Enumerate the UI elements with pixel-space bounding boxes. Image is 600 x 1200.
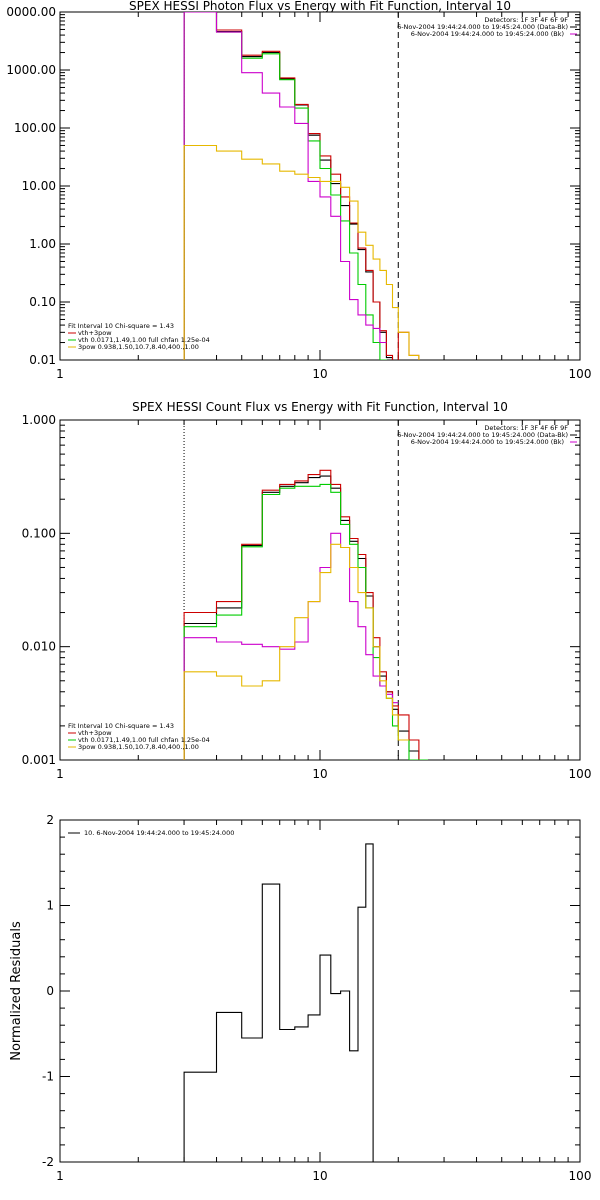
- x-tick-label: 100: [569, 1169, 592, 1183]
- x-tick-label: 10: [312, 367, 327, 381]
- y-tick-label: -1: [42, 1070, 54, 1084]
- series-line-3: [183, 483, 428, 760]
- legend-label: 3pow 0.938,1.50,10.7,8.40,400.,1.00: [78, 743, 199, 751]
- legend-label: 3pow 0.938,1.50,10.7,8.40,400.,1.00: [78, 343, 199, 351]
- y-tick-label: 0: [46, 984, 54, 998]
- y-tick-label: 0.001: [22, 753, 56, 767]
- panel-2: SPEX HESSI Count Flux vs Energy with Fit…: [22, 400, 592, 781]
- header-text-line: 6-Nov-2004 19:44:24.000 to 19:45:24.000 …: [411, 30, 564, 38]
- legend-label: vth+3pow: [78, 329, 112, 337]
- series-line-4: [183, 12, 387, 360]
- series-line-1: [183, 12, 410, 360]
- x-tick-label: 10: [312, 767, 327, 781]
- header-text-line: 6-Nov-2004 19:44:24.000 to 19:45:24.000 …: [397, 431, 568, 439]
- x-tick-label: 1: [56, 767, 64, 781]
- x-tick-label: 100: [569, 767, 592, 781]
- chart-title: SPEX HESSI Photon Flux vs Energy with Fi…: [129, 0, 511, 13]
- series-line-1: [183, 843, 374, 1162]
- series-line-5: [183, 543, 409, 760]
- y-tick-label: 1.000: [22, 413, 56, 427]
- legend-label: vth 0.0171,1.49,1.00 full chfan 1.25e-04: [78, 736, 210, 744]
- series-line-3: [183, 12, 387, 360]
- y-tick-label: 10.00: [22, 179, 56, 193]
- x-tick-label: 1: [56, 367, 64, 381]
- legend-label: Fit Interval 10 Chi-square = 1.43: [68, 722, 174, 730]
- y-tick-label: 1000.00: [6, 63, 56, 77]
- y-tick-label: 0000.00: [6, 5, 56, 19]
- header-text-line: 6-Nov-2004 19:44:24.000 to 19:45:24.000 …: [397, 23, 568, 31]
- header-text-line: Detectors: 1F 3F 4F 6F 9F: [484, 16, 568, 24]
- x-tick-label: 10: [312, 1169, 327, 1183]
- header-text-line: 6-Nov-2004 19:44:24.000 to 19:45:24.000 …: [411, 438, 564, 446]
- x-tick-label: 100: [569, 367, 592, 381]
- panel-1: SPEX HESSI Photon Flux vs Energy with Fi…: [6, 0, 591, 381]
- y-tick-label: 0.10: [29, 295, 56, 309]
- y-tick-label: 0.010: [22, 640, 56, 654]
- y-tick-label: 0.100: [22, 526, 56, 540]
- x-tick-label: 1: [56, 1169, 64, 1183]
- y-tick-label: 1: [46, 899, 54, 913]
- legend-label: vth+3pow: [78, 729, 112, 737]
- legend-label: Fit Interval 10 Chi-square = 1.43: [68, 322, 174, 330]
- chart-title: SPEX HESSI Count Flux vs Energy with Fit…: [132, 400, 508, 414]
- y-tick-label: 0.01: [29, 353, 56, 367]
- series-line-2: [183, 12, 420, 360]
- y-tick-label: 2: [46, 813, 54, 827]
- legend-label: 10. 6-Nov-2004 19:44:24.000 to 19:45:24.…: [84, 829, 234, 837]
- legend-label: vth 0.0171,1.49,1.00 full chfan 1.25e-04: [78, 336, 210, 344]
- y-tick-label: -2: [42, 1155, 54, 1169]
- y-tick-label: 1.00: [29, 237, 56, 251]
- series-line-5: [183, 144, 420, 360]
- header-text-line: Detectors: 1F 3F 4F 6F 9F: [484, 424, 568, 432]
- y-axis-label: Normalized Residuals: [9, 921, 24, 1061]
- y-tick-label: 100.00: [14, 121, 56, 135]
